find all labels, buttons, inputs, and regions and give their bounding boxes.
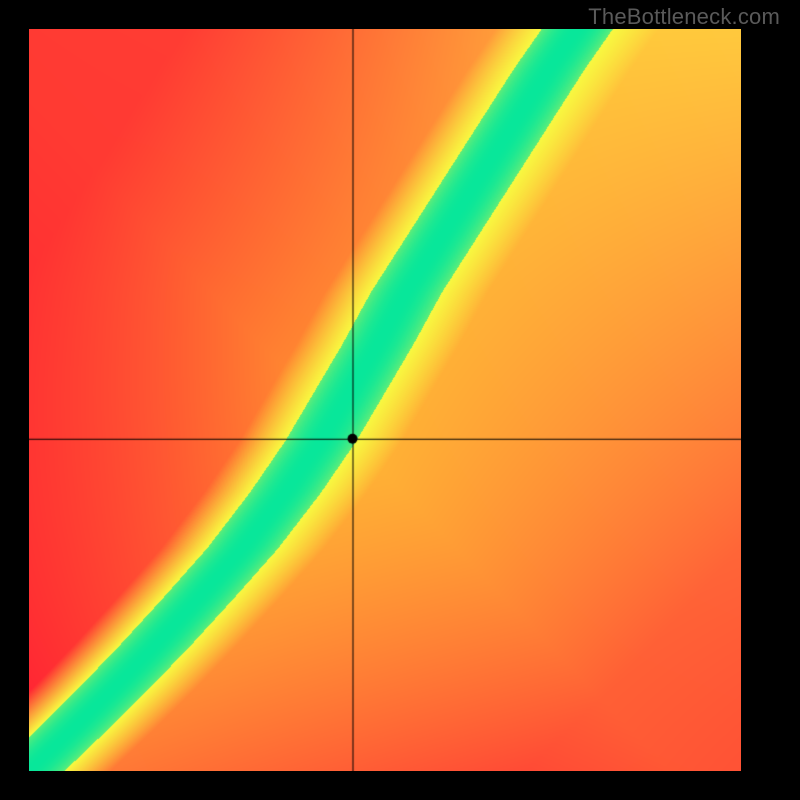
watermark-text: TheBottleneck.com [588,4,780,30]
heatmap-plot [29,29,741,771]
heatmap-canvas [29,29,741,771]
chart-container: TheBottleneck.com [0,0,800,800]
